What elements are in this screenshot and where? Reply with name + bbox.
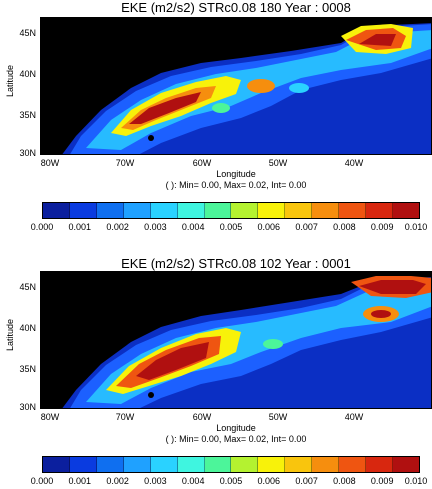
colorbar-swatch	[69, 457, 97, 472]
colorbar	[42, 202, 420, 219]
colorbar-swatch	[285, 457, 313, 472]
lon-tick-50w: 50W	[268, 412, 288, 422]
colorbar-label: 0.006	[257, 222, 281, 232]
colorbar-label: 0.007	[295, 476, 318, 486]
colorbar-label: 0.008	[333, 222, 356, 232]
colorbar-label: 0.002	[106, 222, 129, 232]
colorbar-label: 0.005	[219, 476, 243, 486]
lon-tick-80w: 80W	[40, 158, 60, 168]
colorbar-swatch	[150, 457, 178, 472]
colorbar-swatch	[339, 457, 367, 472]
panel-title: EKE (m2/s2) STRc0.08 180 Year : 0008	[121, 0, 351, 15]
colorbar-swatch	[123, 203, 151, 218]
y-axis-label: Latitude	[5, 318, 15, 352]
colorbar-swatch	[69, 203, 97, 218]
colorbar-swatch	[285, 203, 313, 218]
colorbar-swatch	[123, 457, 151, 472]
eke-field-graphic	[41, 272, 431, 408]
lon-tick-60w: 60W	[192, 412, 212, 422]
colorbar-label: 0.004	[181, 222, 205, 232]
colorbar-swatch	[43, 203, 70, 218]
colorbar-swatch	[258, 457, 286, 472]
colorbar	[42, 456, 420, 473]
colorbar-swatch	[204, 203, 232, 218]
eke-map	[40, 271, 432, 409]
colorbar-label: 0.004	[181, 476, 205, 486]
map-panel-2: EKE (m2/s2) STRc0.08 102 Year : 0001 Lat…	[0, 244, 432, 489]
colorbar-label: 0.005	[219, 222, 243, 232]
colorbar-swatch	[43, 457, 70, 472]
colorbar-label: 0.003	[144, 476, 167, 486]
lon-tick-40w: 40W	[344, 158, 364, 168]
x-axis-label: Longitude	[216, 423, 256, 433]
colorbar-swatch	[312, 203, 340, 218]
y-axis-label: Latitude	[5, 64, 15, 98]
lat-tick-45n: 45N	[19, 28, 36, 38]
colorbar-label: 0.000	[30, 222, 54, 232]
colorbar-label: 0.000	[30, 476, 54, 486]
colorbar-label: 0.002	[106, 476, 129, 486]
colorbar-swatch	[231, 203, 259, 218]
lat-tick-35n: 35N	[19, 364, 36, 374]
colorbar-swatch	[96, 457, 124, 472]
lat-tick-30n: 30N	[19, 148, 36, 158]
colorbar-label: 0.010	[404, 476, 428, 486]
lat-tick-35n: 35N	[19, 110, 36, 120]
lat-tick-30n: 30N	[19, 402, 36, 412]
colorbar-swatch	[204, 457, 232, 472]
colorbar-label: 0.008	[333, 476, 356, 486]
stats-line: ( ): Min= 0.00, Max= 0.02, Int= 0.00	[165, 434, 307, 444]
colorbar-label: 0.007	[295, 222, 318, 232]
lon-tick-70w: 70W	[115, 412, 135, 422]
colorbar-label: 0.001	[68, 222, 92, 232]
colorbar-label: 0.001	[68, 476, 92, 486]
colorbar-swatch	[366, 203, 393, 218]
colorbar-label: 0.009	[370, 222, 394, 232]
colorbar-label: 0.006	[257, 476, 281, 486]
colorbar-swatch	[258, 203, 286, 218]
colorbar-swatch	[312, 457, 340, 472]
stats-line: ( ): Min= 0.00, Max= 0.02, Int= 0.00	[165, 180, 307, 190]
colorbar-swatch	[231, 457, 259, 472]
colorbar-swatch	[150, 203, 178, 218]
lon-tick-70w: 70W	[115, 158, 135, 168]
eke-field-graphic	[41, 18, 431, 154]
lat-tick-40n: 40N	[19, 323, 36, 333]
colorbar-swatch	[366, 457, 393, 472]
panel-title: EKE (m2/s2) STRc0.08 102 Year : 0001	[121, 256, 351, 271]
lon-tick-80w: 80W	[40, 412, 60, 422]
colorbar-swatch	[177, 457, 205, 472]
lat-tick-45n: 45N	[19, 282, 36, 292]
map-panel-1: EKE (m2/s2) STRc0.08 180 Year : 0008 Lat…	[5, 0, 432, 232]
colorbar-swatch	[392, 457, 419, 472]
x-axis-label: Longitude	[216, 169, 256, 179]
colorbar-swatch	[339, 203, 367, 218]
colorbar-label: 0.010	[404, 222, 428, 232]
colorbar-swatch	[96, 203, 124, 218]
lon-tick-60w: 60W	[192, 158, 212, 168]
lat-tick-40n: 40N	[19, 69, 36, 79]
colorbar-label: 0.009	[370, 476, 394, 486]
colorbar-swatch	[177, 203, 205, 218]
colorbar-swatch	[392, 203, 419, 218]
lon-tick-50w: 50W	[268, 158, 288, 168]
colorbar-label: 0.003	[144, 222, 167, 232]
lon-tick-40w: 40W	[344, 412, 364, 422]
eke-map	[40, 17, 432, 155]
